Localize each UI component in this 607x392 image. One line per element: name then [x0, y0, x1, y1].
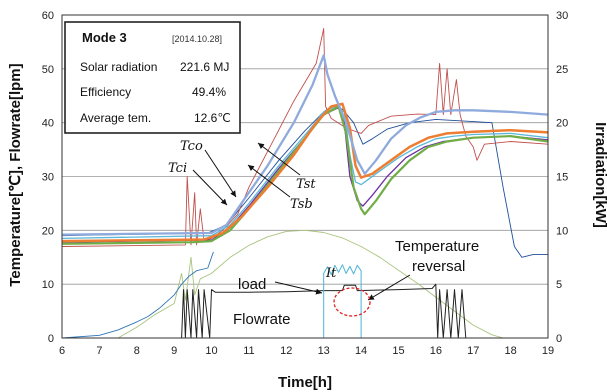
series-line-flow_blue — [61, 251, 214, 339]
x-axis-title: Time[h] — [278, 374, 332, 391]
info-row-efficiency-label: Efficiency — [80, 85, 131, 99]
arrow-load — [274, 281, 323, 295]
info-row-solar-value: 221.6 MJ — [180, 60, 229, 74]
y-right-tick-label: 15 — [556, 172, 568, 184]
label-tst: Tst — [296, 177, 316, 192]
y-right-tick-label: 20 — [556, 118, 568, 130]
y-right-tick-label: 10 — [556, 225, 568, 237]
x-tick-label: 13 — [318, 345, 330, 357]
series-line-blue_thick — [61, 54, 549, 236]
series-line-tci — [61, 28, 549, 247]
y-left-axis-title: Temperature[℃], Flowrate[lpm] — [7, 63, 24, 286]
x-tick-label: 9 — [171, 345, 177, 357]
y-left-tick-label: 10 — [42, 279, 54, 291]
y-left-tick-label: 30 — [42, 172, 54, 184]
label-reversal-1: Temperature — [395, 238, 479, 255]
x-tick-label: 18 — [504, 345, 516, 357]
info-row-efficiency-value: 49.4% — [192, 85, 226, 99]
tick-labels: 6 7 8 9 10 11 12 13 14 15 16 17 18 190102030405060051… — [42, 10, 569, 357]
plot-frame — [61, 14, 549, 339]
y-right-tick-label: 0 — [556, 333, 562, 345]
y-right-tick-label: 30 — [556, 10, 568, 22]
y-left-tick-label: 0 — [48, 333, 54, 345]
arrow-tsb — [247, 164, 291, 198]
x-tick-label: 11 — [243, 345, 254, 357]
label-tci: Tci — [168, 161, 187, 176]
label-load: load — [238, 276, 266, 293]
series-line-it — [323, 264, 362, 338]
arrow-reversal — [367, 274, 411, 301]
info-box-date: [2014.10.28] — [172, 34, 222, 44]
y-left-tick-label: 50 — [42, 64, 54, 76]
x-tick-label: 16 — [430, 345, 442, 357]
y-left-tick-label: 20 — [42, 225, 54, 237]
arrow-tco — [204, 149, 237, 198]
y-left-tick-label: 40 — [42, 118, 54, 130]
info-box: Mode 3 [2014.10.28] Solar radiation 221.… — [64, 21, 241, 134]
label-tsb: Tsb — [290, 197, 313, 212]
x-tick-label: 14 — [355, 345, 367, 357]
label-it: It — [325, 266, 337, 281]
series-line-green — [61, 105, 549, 245]
arrow-tci — [192, 169, 228, 206]
y-right-tick-label: 25 — [556, 64, 568, 76]
reversal-circle — [333, 287, 371, 317]
info-box-title: Mode 3 — [82, 30, 127, 45]
series-line-tst — [61, 105, 549, 240]
x-tick-label: 6 — [59, 345, 65, 357]
label-reversal-2: reversal — [412, 258, 465, 275]
y-left-tick-label: 60 — [42, 10, 54, 22]
info-box-frame — [64, 21, 241, 134]
info-row-avgtem-label: Average tem. — [80, 111, 151, 125]
series-group — [61, 28, 549, 339]
y-right-axis-title: Irradiation[kW] — [592, 122, 607, 228]
annotations — [192, 142, 411, 317]
series-line-flowrate — [62, 283, 548, 339]
series-line-irradiation — [62, 229, 548, 339]
info-row-avgtem-value: 12.6℃ — [194, 111, 231, 125]
y-right-tick-label: 5 — [556, 279, 562, 291]
x-tick-label: 12 — [280, 345, 292, 357]
x-tick-label: 15 — [392, 345, 404, 357]
x-tick-label: 7 — [96, 345, 102, 357]
label-tco: Tco — [180, 139, 203, 154]
x-tick-label: 17 — [467, 345, 479, 357]
series-line-tco — [61, 106, 548, 258]
x-tick-label: 8 — [134, 345, 140, 357]
x-tick-label: 10 — [205, 345, 217, 357]
x-tick-label: 19 — [542, 345, 554, 357]
label-flowrate: Flowrate — [233, 311, 291, 328]
arrow-tst — [257, 142, 301, 176]
info-row-solar-label: Solar radiation — [80, 60, 157, 74]
